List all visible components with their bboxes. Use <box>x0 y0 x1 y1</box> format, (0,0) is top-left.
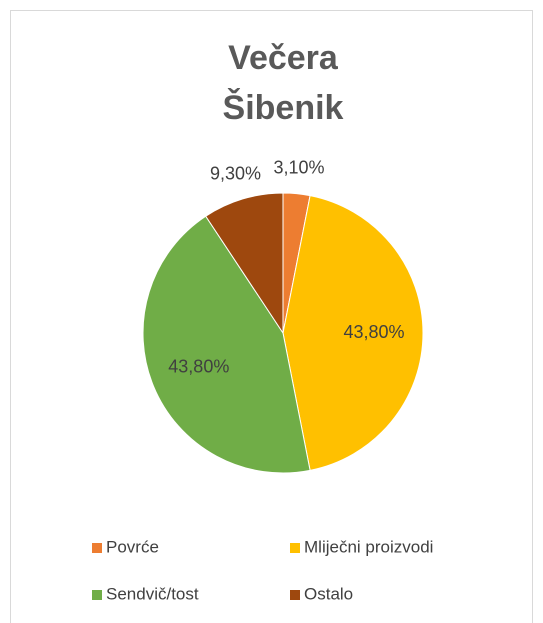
chart-title: Šibenik <box>223 88 344 127</box>
data-label: 43,80% <box>343 322 404 342</box>
legend-label: Mliječni proizvodi <box>304 537 433 556</box>
pie-slice <box>142 215 311 474</box>
data-label: 43,80% <box>168 356 229 376</box>
chart-title: Večera <box>228 39 339 77</box>
legend-label: Povrće <box>106 537 159 556</box>
data-label: 9,30% <box>210 164 261 184</box>
legend-swatch <box>92 590 102 600</box>
pie-slice <box>282 195 424 471</box>
data-label: 3,10% <box>274 158 325 178</box>
legend-swatch <box>290 543 300 553</box>
legend-swatch <box>92 543 102 553</box>
legend-swatch <box>290 590 300 600</box>
legend-label: Sendvič/tost <box>106 584 199 603</box>
legend-label: Ostalo <box>304 584 353 603</box>
pie-slice <box>205 192 284 335</box>
